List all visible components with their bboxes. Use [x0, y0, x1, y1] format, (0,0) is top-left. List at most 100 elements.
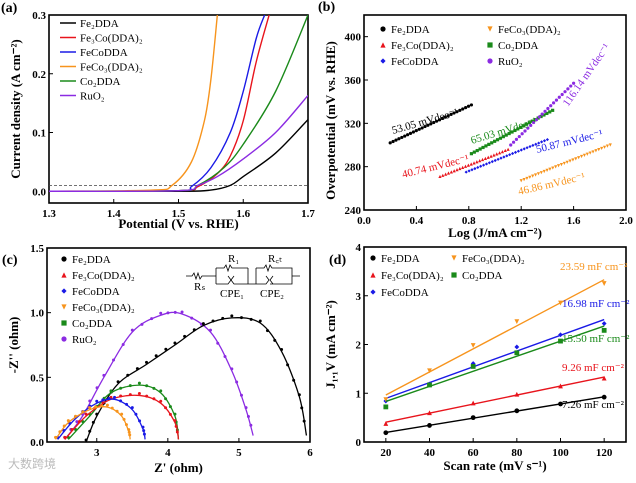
data-point	[501, 135, 505, 139]
data-point	[168, 405, 172, 409]
legend-marker	[370, 272, 376, 278]
data-point	[514, 344, 520, 350]
data-point	[84, 412, 88, 416]
data-point	[112, 358, 116, 362]
data-point	[562, 161, 566, 166]
data-point	[496, 157, 500, 161]
data-point	[216, 341, 220, 345]
data-point	[235, 380, 239, 384]
data-point	[516, 127, 520, 131]
data-point	[569, 84, 573, 88]
data-point	[537, 141, 541, 145]
data-point	[529, 123, 533, 127]
legend-label: Fe₃Co(DDA)₂	[381, 270, 444, 282]
legend-marker	[487, 58, 493, 64]
data-point	[470, 415, 476, 421]
x-tick-label: 20	[380, 447, 392, 459]
data-point	[408, 131, 413, 135]
legend-label: Co₂DDA	[498, 40, 539, 52]
data-point	[88, 429, 92, 433]
data-point	[516, 149, 520, 153]
data-point	[536, 172, 541, 176]
tafel-slope-label: 65.03 mVdec⁻¹	[469, 115, 538, 146]
legend-marker	[380, 42, 386, 48]
data-point	[452, 169, 456, 173]
data-point	[88, 406, 92, 410]
data-point	[394, 138, 398, 142]
fit-line	[64, 394, 180, 440]
data-point	[514, 319, 520, 324]
data-point	[192, 328, 196, 332]
data-point	[81, 410, 85, 414]
data-point	[560, 92, 564, 97]
data-point	[504, 133, 508, 137]
data-point	[511, 140, 516, 144]
legend-marker	[61, 304, 67, 310]
data-point	[527, 121, 532, 125]
data-point	[483, 156, 487, 160]
data-point	[469, 103, 474, 107]
data-point	[116, 380, 120, 384]
data-point	[429, 122, 433, 126]
data-point	[548, 167, 552, 171]
data-point	[265, 329, 269, 333]
data-point	[574, 157, 578, 161]
data-point	[497, 151, 502, 155]
data-point	[502, 155, 506, 159]
x-axis-label: Scan rate (mV s⁻¹)	[443, 458, 546, 473]
data-point	[164, 397, 168, 401]
data-point	[411, 130, 416, 134]
cdl-label: 7.26 mF cm⁻²	[562, 399, 625, 411]
x-tick-label: 40	[424, 447, 436, 459]
x-tick-label: 0.4	[410, 215, 424, 227]
x-tick-label: 1.2	[514, 215, 528, 227]
x-tick-label: 120	[596, 447, 613, 459]
data-point	[470, 168, 474, 172]
data-point	[577, 156, 581, 160]
data-point	[472, 150, 476, 154]
x-axis-label: Z' (ohm)	[154, 460, 203, 475]
legend-marker	[370, 289, 376, 295]
data-point	[137, 381, 141, 385]
data-point	[95, 412, 99, 416]
data-point	[145, 360, 149, 364]
data-point	[499, 156, 503, 160]
series-line	[49, 15, 219, 192]
data-point	[201, 322, 205, 326]
data-point	[128, 393, 132, 397]
data-point	[563, 90, 567, 94]
fit-line	[64, 311, 254, 440]
data-point	[230, 367, 234, 371]
data-point	[461, 165, 465, 169]
data-point	[84, 438, 88, 442]
data-point	[145, 394, 149, 398]
data-point	[383, 421, 389, 426]
data-point	[466, 104, 471, 108]
legend-label: RuO₂	[80, 91, 105, 103]
legend-label: Fe₂DDA	[381, 253, 420, 265]
y-axis-label: Overpotential (mV vs. RHE)	[323, 41, 338, 200]
data-point	[472, 161, 476, 165]
y-tick-label: 280	[345, 162, 362, 174]
data-point	[174, 424, 178, 428]
circuit-label-cpe2: CPE₂	[260, 288, 284, 300]
data-point	[141, 425, 145, 429]
data-point	[558, 332, 563, 338]
data-point	[417, 127, 421, 131]
data-point	[173, 310, 177, 314]
legend-label: FeCoDDA	[381, 287, 429, 299]
data-point	[542, 139, 547, 143]
plot-area	[49, 15, 308, 193]
data-point	[505, 154, 509, 158]
data-point	[122, 417, 126, 421]
data-point	[101, 398, 105, 402]
plot-area	[54, 310, 308, 442]
x-tick-label: 0.0	[357, 215, 371, 227]
x-tick-label: 60	[468, 447, 480, 459]
data-point	[444, 172, 448, 176]
data-point	[244, 406, 248, 410]
y-tick-label: 1.0	[30, 308, 44, 320]
tafel-slope-label: 53.05 mVdec⁻¹	[391, 107, 460, 137]
data-point	[246, 414, 250, 418]
data-point	[435, 119, 439, 123]
